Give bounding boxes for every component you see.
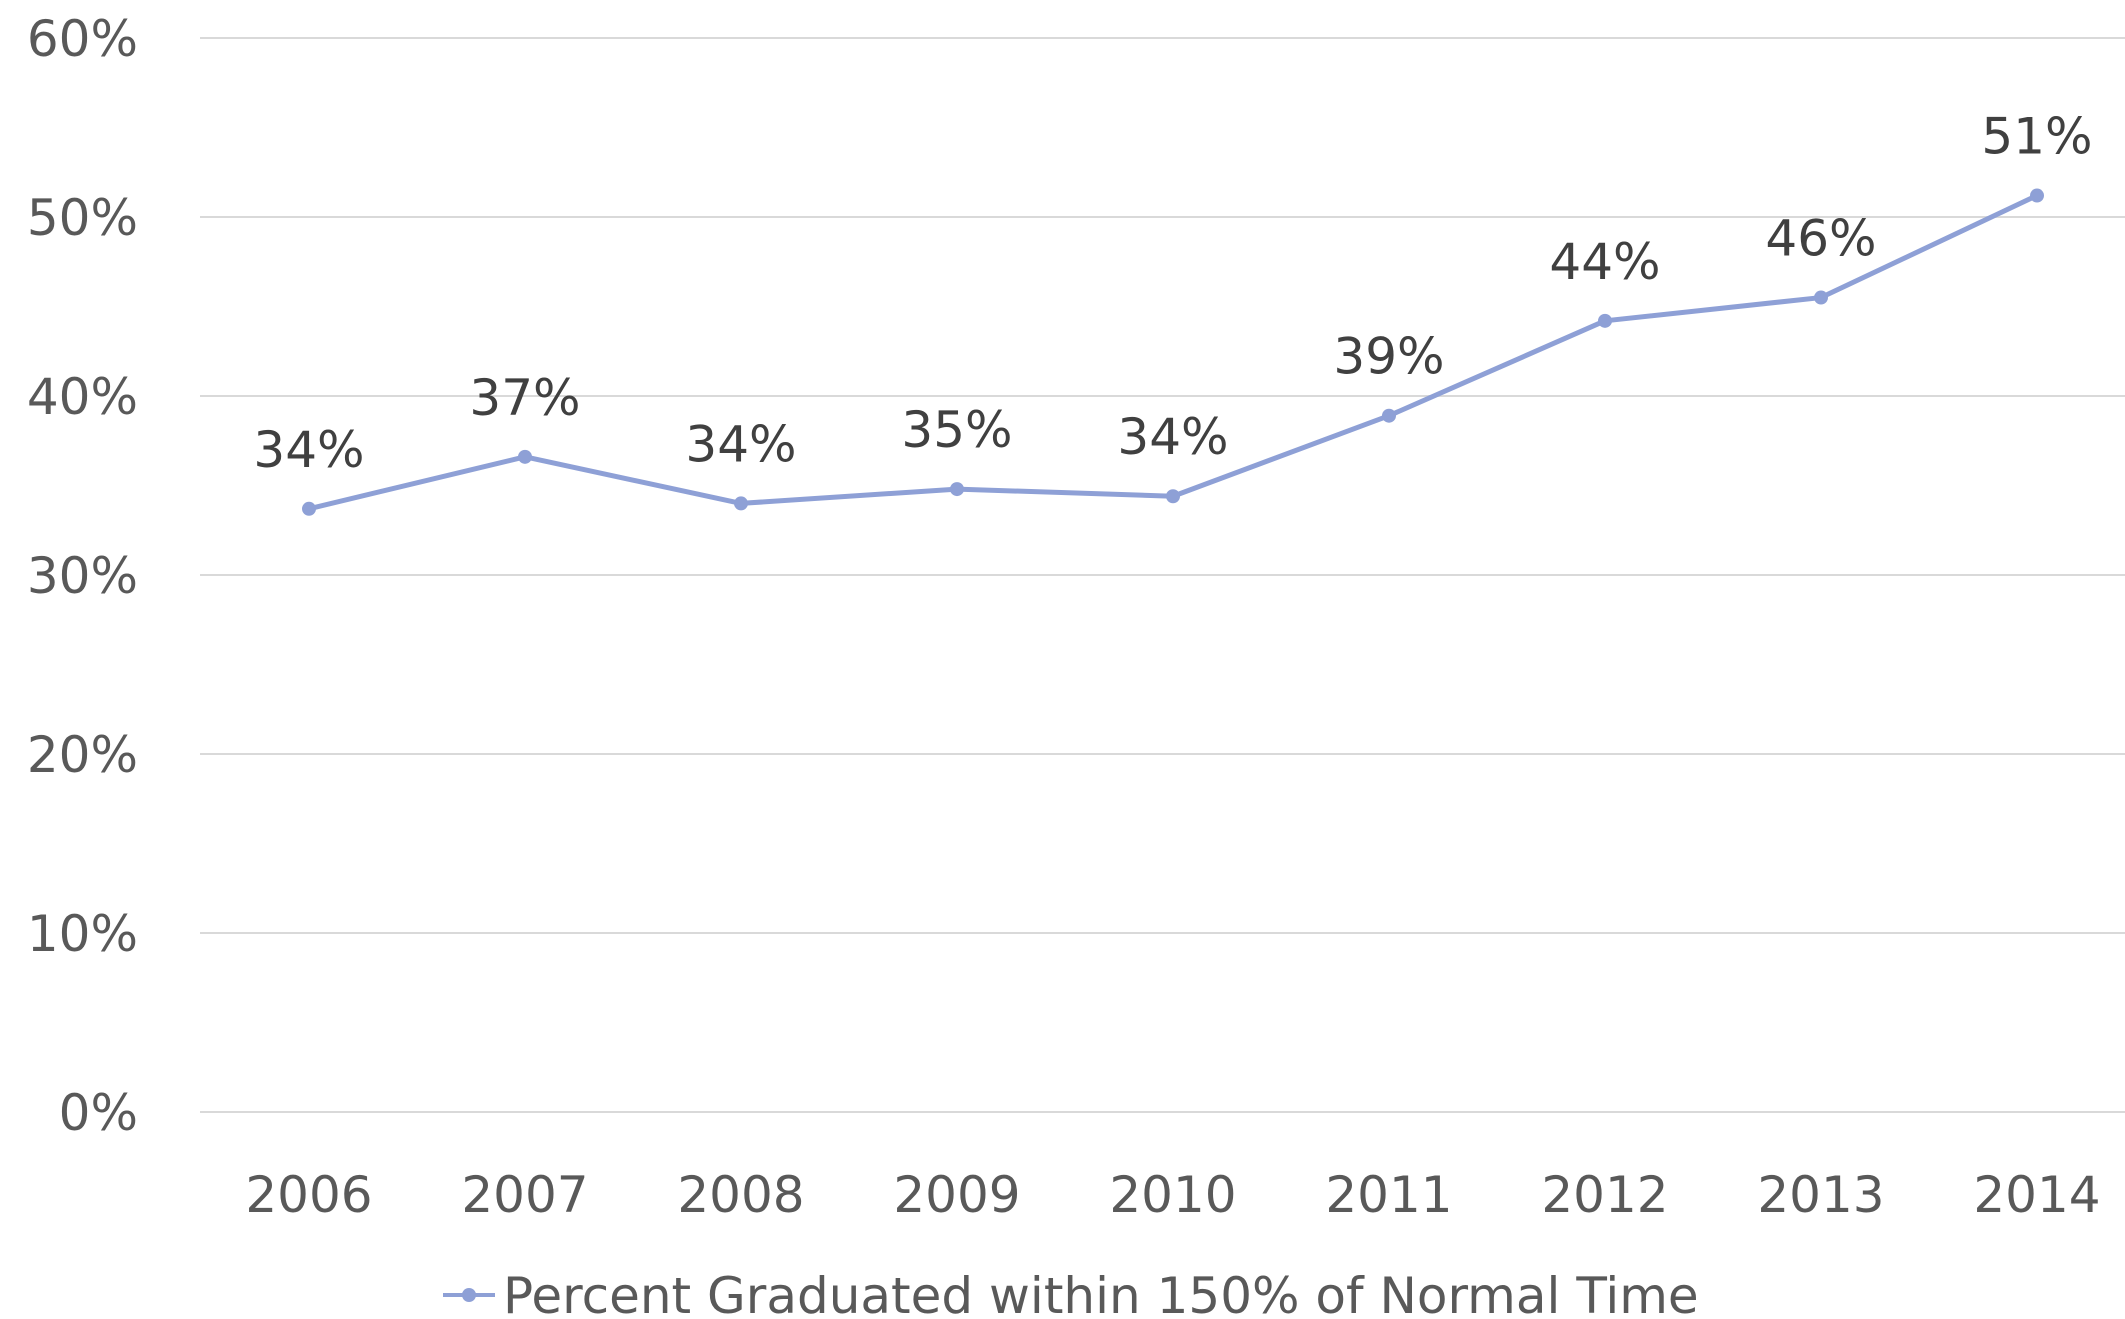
data-label: 46%	[1765, 210, 1876, 268]
data-label: 39%	[1333, 328, 1444, 386]
data-labels: 34% 37% 34% 35% 34% 39% 44% 46% 51%	[253, 108, 2092, 479]
data-point	[1814, 290, 1828, 305]
legend: Percent Graduated within 150% of Normal …	[443, 1267, 1699, 1319]
y-tick-label: 10%	[27, 905, 138, 963]
y-tick-label: 40%	[27, 368, 138, 426]
x-tick-label: 2011	[1325, 1166, 1452, 1224]
data-label: 34%	[685, 415, 796, 473]
data-point	[518, 449, 532, 464]
data-point	[950, 482, 964, 497]
x-tick-label: 2010	[1109, 1166, 1236, 1224]
data-point	[302, 501, 316, 516]
gridlines	[200, 37, 2125, 1113]
y-tick-label: 20%	[27, 726, 138, 784]
x-tick-label: 2006	[245, 1166, 372, 1224]
data-label: 35%	[901, 401, 1012, 459]
y-tick-label: 50%	[27, 189, 138, 247]
y-tick-label: 60%	[27, 10, 138, 68]
series-line-group	[302, 188, 2044, 516]
data-label: 34%	[253, 421, 364, 479]
data-point	[2030, 188, 2044, 203]
data-point	[1166, 489, 1180, 504]
legend-point-marker	[462, 1288, 476, 1302]
x-axis-tick-labels: 2006 2007 2008 2009 2010 2011 2012 2013 2014	[245, 1166, 2100, 1224]
data-point	[1598, 313, 1612, 328]
y-tick-label: 0%	[59, 1084, 138, 1142]
data-label: 51%	[1981, 108, 2092, 166]
x-tick-label: 2013	[1757, 1166, 1884, 1224]
x-tick-label: 2008	[677, 1166, 804, 1224]
legend-label: Percent Graduated within 150% of Normal …	[503, 1267, 1699, 1319]
data-label: 44%	[1549, 233, 1660, 291]
data-label: 37%	[469, 369, 580, 427]
y-tick-label: 30%	[27, 547, 138, 605]
x-tick-label: 2012	[1541, 1166, 1668, 1224]
data-point	[1382, 408, 1396, 423]
x-tick-label: 2009	[893, 1166, 1020, 1224]
y-axis-tick-labels: 0% 10% 20% 30% 40% 50% 60%	[27, 10, 138, 1142]
data-label: 34%	[1117, 408, 1228, 466]
x-tick-label: 2014	[1973, 1166, 2100, 1224]
x-tick-label: 2007	[461, 1166, 588, 1224]
data-point	[734, 496, 748, 511]
